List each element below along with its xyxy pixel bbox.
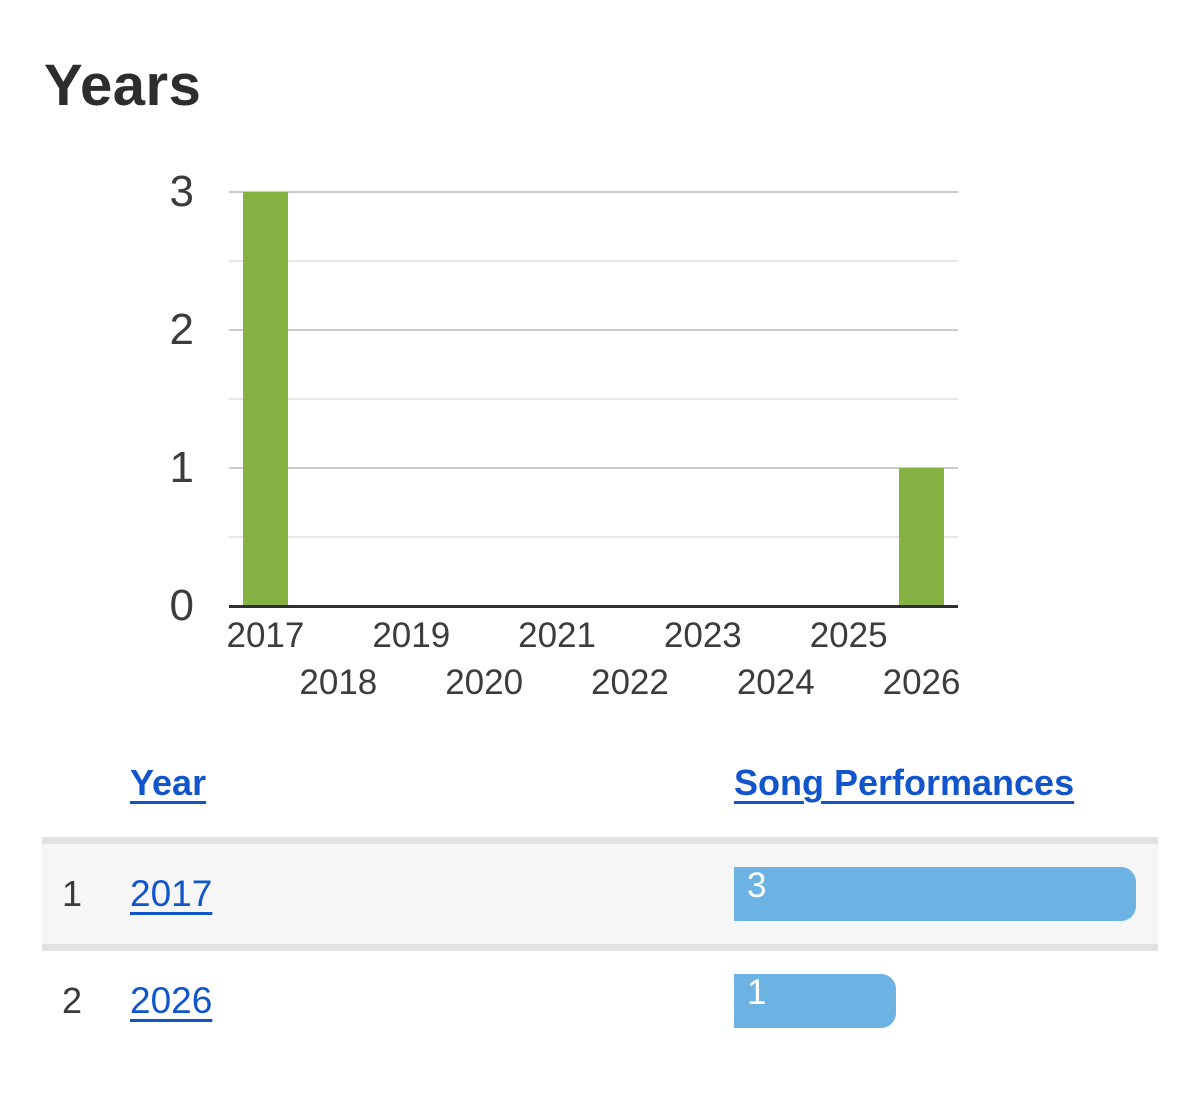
row-index: 2 [61,980,82,1021]
gridline [229,398,958,400]
chart-bar-2017[interactable] [242,192,288,606]
years-bar-chart: 0 1 2 3 2017 2018 2019 2020 2021 2022 2023 2024 202… [169,167,961,702]
x-tick-label-2019: 2019 [372,616,451,655]
summary-table: Year Song Performances 1 2017 3 2 2026 1 [42,750,1158,1051]
page-title: Years [44,53,202,118]
gridline [229,467,958,469]
gridline [229,260,958,262]
x-tick-label-2018: 2018 [299,663,378,702]
x-tick-label-2025: 2025 [809,616,888,655]
x-tick-label-2026: 2026 [882,663,961,702]
y-tick-label: 0 [169,581,194,630]
gridline [229,191,958,193]
x-tick-label-2023: 2023 [663,616,742,655]
table-row: 1 2017 3 [42,837,1158,944]
year-link-2026[interactable]: 2026 [130,980,213,1021]
song-performances-bar: 1 [734,974,896,1028]
year-link-2017[interactable]: 2017 [130,873,213,914]
table-body: 1 2017 3 2 2026 1 [42,837,1158,1051]
song-performances-bar: 3 [734,867,1136,921]
gridline [229,536,958,538]
x-tick-label-2021: 2021 [518,616,596,655]
x-tick-label-2020: 2020 [445,663,524,702]
x-tick-label-2024: 2024 [736,663,815,702]
chart-bar-2026[interactable] [899,468,945,606]
gridline [229,329,958,331]
x-tick-label-2022: 2022 [591,663,669,702]
y-tick-label: 3 [169,167,194,216]
y-tick-label: 2 [169,305,194,354]
column-header-song-performances[interactable]: Song Performances [734,762,1075,803]
table-row: 2 2026 1 [42,944,1158,1051]
table-header-row: Year Song Performances [42,750,1158,837]
row-index: 1 [61,873,82,914]
y-tick-label: 1 [169,443,194,492]
x-tick-label-2017: 2017 [226,616,305,655]
column-header-year[interactable]: Year [130,762,207,803]
x-axis-line [229,605,958,608]
